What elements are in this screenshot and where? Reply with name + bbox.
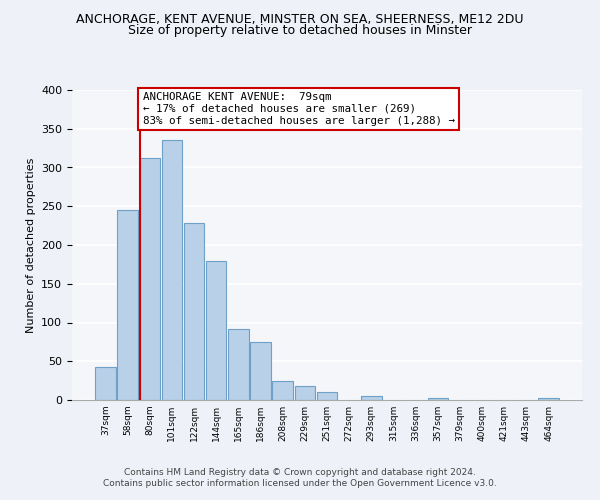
Bar	[228, 330, 248, 400]
Bar	[428, 398, 448, 400]
Y-axis label: Number of detached properties: Number of detached properties	[26, 158, 35, 332]
Bar	[95, 366, 116, 400]
Bar	[118, 210, 138, 400]
Text: ANCHORAGE KENT AVENUE:  79sqm
← 17% of detached houses are smaller (269)
83% of : ANCHORAGE KENT AVENUE: 79sqm ← 17% of de…	[143, 92, 455, 126]
Text: Size of property relative to detached houses in Minster: Size of property relative to detached ho…	[128, 24, 472, 37]
Bar	[206, 260, 226, 400]
Bar	[161, 140, 182, 400]
Bar	[538, 398, 559, 400]
Bar	[140, 158, 160, 400]
Bar	[250, 342, 271, 400]
Bar	[184, 224, 204, 400]
Bar	[361, 396, 382, 400]
Bar	[272, 380, 293, 400]
Text: ANCHORAGE, KENT AVENUE, MINSTER ON SEA, SHEERNESS, ME12 2DU: ANCHORAGE, KENT AVENUE, MINSTER ON SEA, …	[76, 12, 524, 26]
Text: Contains HM Land Registry data © Crown copyright and database right 2024.
Contai: Contains HM Land Registry data © Crown c…	[103, 468, 497, 487]
Bar	[295, 386, 315, 400]
Bar	[317, 392, 337, 400]
